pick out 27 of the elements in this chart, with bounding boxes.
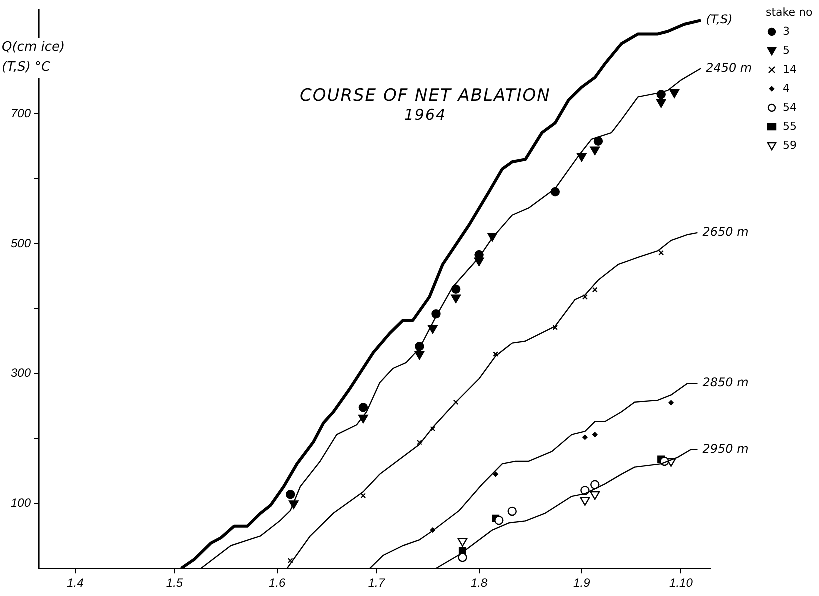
legend-label: 4 [783, 82, 790, 95]
y-tick-label: 500 [10, 236, 32, 250]
text: 1964 [403, 106, 448, 124]
series-label: 2450 m [706, 60, 752, 75]
legend-label: 54 [783, 101, 797, 114]
legend-label: 55 [783, 120, 797, 133]
legend-label: 14 [783, 63, 797, 76]
x-tick-label: 1.4 [67, 576, 84, 590]
series-label: 2850 m [702, 376, 749, 390]
x-tick-label: 1.5 [166, 576, 184, 590]
x-tick-label: 1.7 [368, 576, 386, 590]
y-tick-label: 100 [10, 496, 32, 510]
legend-title: stake no [766, 6, 813, 19]
legend-label: 5 [783, 44, 790, 57]
legend-label: 3 [783, 25, 790, 38]
series-label: 2950 m [702, 442, 749, 456]
x-tick-label: 1.10 [670, 576, 694, 590]
series-label: 2650 m [702, 225, 749, 240]
y-tick-label: 300 [10, 366, 32, 380]
x-tick-label: 1.9 [574, 576, 591, 590]
text: COURSE OF NET ABLATION [300, 86, 551, 106]
y-axis-title: Q(cm ice) (T,S) °C [2, 38, 66, 78]
legend-label: 59 [783, 139, 797, 152]
y-tick-label: 700 [10, 106, 32, 120]
x-tick-label: 1.8 [470, 576, 488, 590]
x-tick-label: 1.6 [269, 576, 286, 590]
series-label: (T,S) [706, 12, 733, 27]
